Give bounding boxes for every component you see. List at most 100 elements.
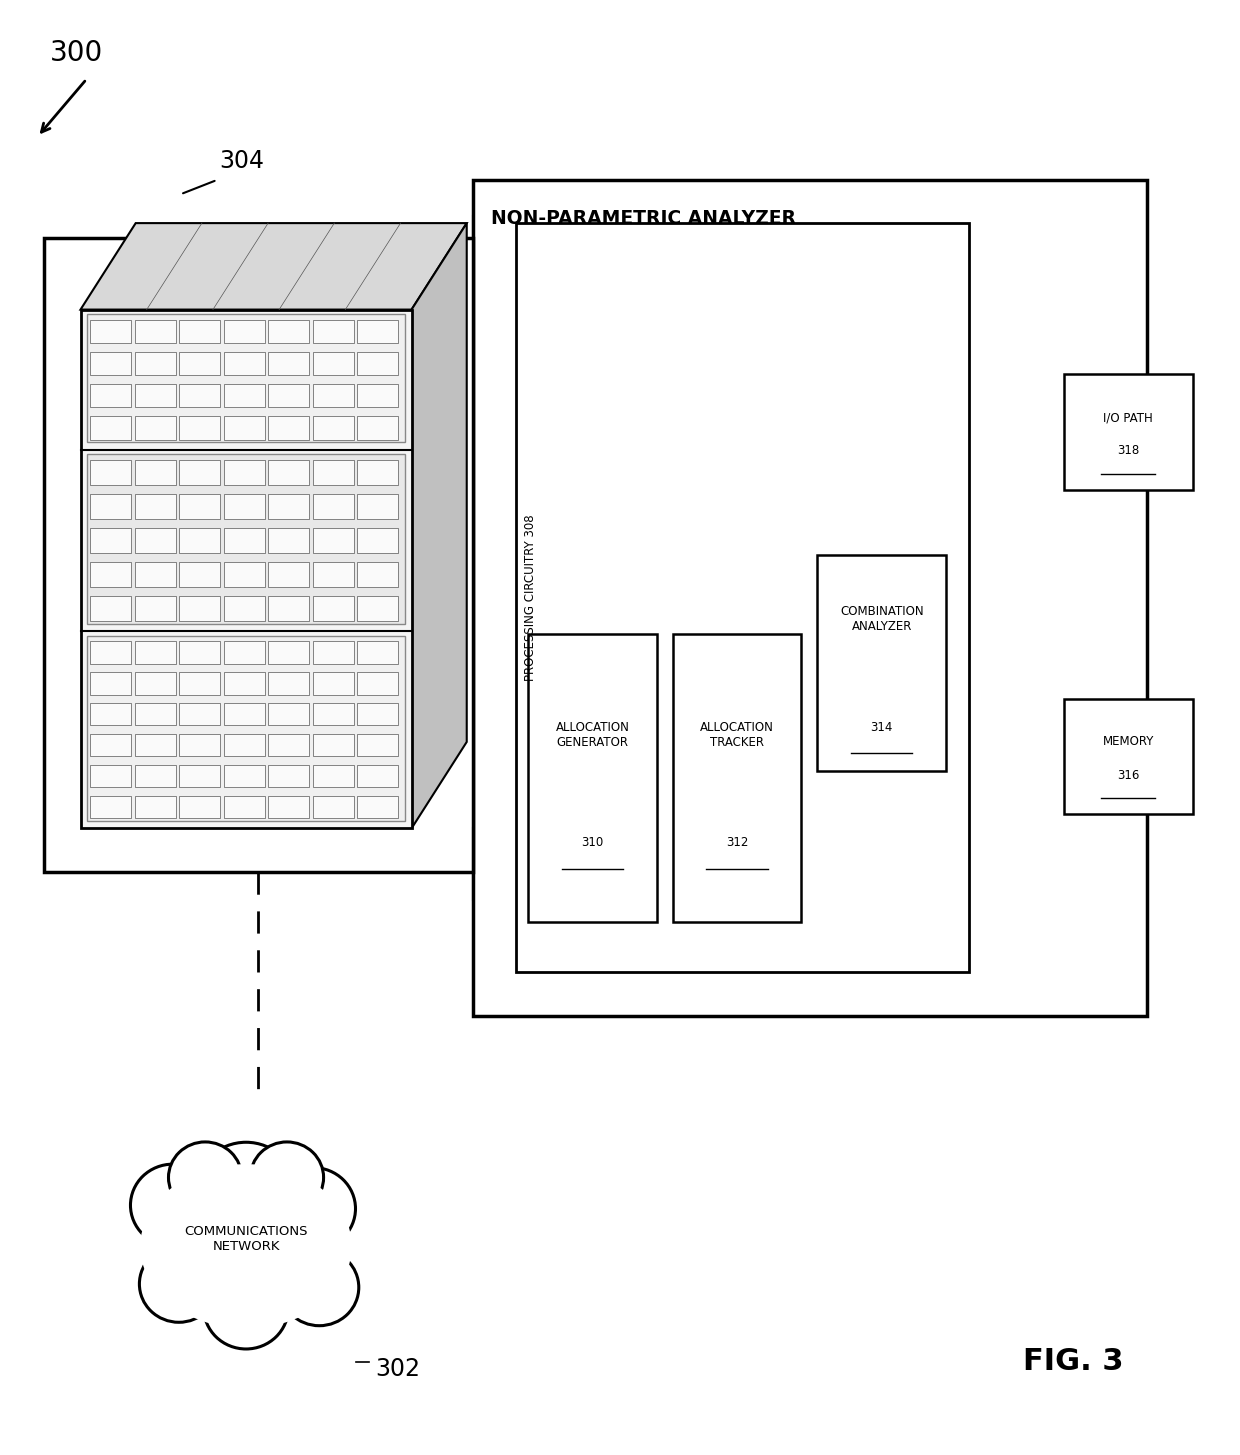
FancyBboxPatch shape [223, 416, 264, 439]
FancyBboxPatch shape [223, 460, 264, 485]
Ellipse shape [250, 1142, 324, 1213]
Text: 316: 316 [1117, 768, 1140, 781]
FancyBboxPatch shape [87, 454, 405, 624]
FancyBboxPatch shape [357, 352, 398, 375]
FancyBboxPatch shape [268, 493, 309, 519]
FancyBboxPatch shape [268, 562, 309, 588]
FancyBboxPatch shape [268, 384, 309, 407]
FancyBboxPatch shape [357, 320, 398, 343]
FancyBboxPatch shape [223, 384, 264, 407]
Text: 312: 312 [725, 837, 748, 850]
FancyBboxPatch shape [180, 528, 221, 553]
FancyBboxPatch shape [91, 493, 131, 519]
FancyBboxPatch shape [268, 352, 309, 375]
FancyBboxPatch shape [268, 528, 309, 553]
FancyBboxPatch shape [180, 672, 221, 694]
FancyBboxPatch shape [312, 672, 353, 694]
FancyBboxPatch shape [1064, 698, 1193, 813]
FancyBboxPatch shape [135, 735, 176, 757]
FancyBboxPatch shape [223, 528, 264, 553]
FancyBboxPatch shape [268, 642, 309, 663]
Text: ALLOCATION
TRACKER: ALLOCATION TRACKER [701, 720, 774, 749]
Text: 304: 304 [219, 148, 264, 173]
FancyBboxPatch shape [91, 595, 131, 621]
FancyBboxPatch shape [135, 493, 176, 519]
FancyBboxPatch shape [817, 554, 946, 771]
FancyBboxPatch shape [180, 384, 221, 407]
FancyBboxPatch shape [312, 562, 353, 588]
FancyBboxPatch shape [223, 672, 264, 694]
FancyBboxPatch shape [180, 562, 221, 588]
FancyBboxPatch shape [312, 703, 353, 726]
FancyBboxPatch shape [312, 528, 353, 553]
Text: 314: 314 [870, 722, 893, 733]
Text: COMBINATION
ANALYZER: COMBINATION ANALYZER [839, 605, 924, 633]
Text: 300: 300 [50, 39, 103, 67]
Text: MEMORY: MEMORY [1102, 735, 1154, 748]
FancyBboxPatch shape [91, 562, 131, 588]
FancyBboxPatch shape [223, 735, 264, 757]
FancyBboxPatch shape [312, 416, 353, 439]
FancyBboxPatch shape [180, 320, 221, 343]
FancyBboxPatch shape [516, 223, 970, 972]
FancyBboxPatch shape [312, 735, 353, 757]
Ellipse shape [169, 1142, 242, 1213]
FancyBboxPatch shape [268, 672, 309, 694]
FancyBboxPatch shape [91, 416, 131, 439]
FancyBboxPatch shape [135, 562, 176, 588]
Text: PROCESSING CIRCUITRY 308: PROCESSING CIRCUITRY 308 [525, 515, 537, 681]
FancyBboxPatch shape [312, 796, 353, 818]
FancyBboxPatch shape [180, 642, 221, 663]
FancyBboxPatch shape [528, 634, 657, 922]
Text: 302: 302 [374, 1358, 420, 1381]
FancyBboxPatch shape [357, 493, 398, 519]
FancyBboxPatch shape [180, 352, 221, 375]
FancyBboxPatch shape [268, 796, 309, 818]
FancyBboxPatch shape [312, 595, 353, 621]
FancyBboxPatch shape [135, 595, 176, 621]
FancyBboxPatch shape [135, 703, 176, 726]
FancyBboxPatch shape [180, 703, 221, 726]
Text: 310: 310 [582, 837, 604, 850]
Polygon shape [81, 223, 466, 310]
FancyBboxPatch shape [180, 460, 221, 485]
FancyBboxPatch shape [357, 672, 398, 694]
FancyBboxPatch shape [91, 796, 131, 818]
FancyBboxPatch shape [268, 765, 309, 787]
Text: 318: 318 [1117, 444, 1140, 457]
Text: NON-PARAMETRIC ANALYZER: NON-PARAMETRIC ANALYZER [491, 208, 796, 227]
FancyBboxPatch shape [135, 765, 176, 787]
FancyBboxPatch shape [91, 352, 131, 375]
FancyBboxPatch shape [135, 460, 176, 485]
FancyBboxPatch shape [135, 642, 176, 663]
FancyBboxPatch shape [268, 703, 309, 726]
FancyBboxPatch shape [223, 595, 264, 621]
FancyBboxPatch shape [312, 642, 353, 663]
FancyBboxPatch shape [357, 460, 398, 485]
FancyBboxPatch shape [312, 765, 353, 787]
FancyBboxPatch shape [268, 735, 309, 757]
FancyBboxPatch shape [268, 460, 309, 485]
FancyBboxPatch shape [91, 672, 131, 694]
FancyBboxPatch shape [673, 634, 801, 922]
FancyBboxPatch shape [135, 796, 176, 818]
FancyBboxPatch shape [357, 416, 398, 439]
FancyBboxPatch shape [91, 735, 131, 757]
FancyBboxPatch shape [81, 310, 412, 828]
Ellipse shape [270, 1167, 356, 1250]
FancyBboxPatch shape [312, 384, 353, 407]
Text: COMMUNICATIONS
NETWORK: COMMUNICATIONS NETWORK [185, 1225, 308, 1253]
Ellipse shape [130, 1164, 215, 1247]
FancyBboxPatch shape [180, 416, 221, 439]
FancyBboxPatch shape [91, 528, 131, 553]
FancyBboxPatch shape [180, 765, 221, 787]
FancyBboxPatch shape [223, 765, 264, 787]
FancyBboxPatch shape [135, 384, 176, 407]
Ellipse shape [203, 1267, 289, 1349]
FancyBboxPatch shape [223, 796, 264, 818]
FancyBboxPatch shape [357, 595, 398, 621]
FancyBboxPatch shape [472, 180, 1147, 1016]
FancyBboxPatch shape [91, 703, 131, 726]
FancyBboxPatch shape [312, 352, 353, 375]
FancyBboxPatch shape [135, 352, 176, 375]
